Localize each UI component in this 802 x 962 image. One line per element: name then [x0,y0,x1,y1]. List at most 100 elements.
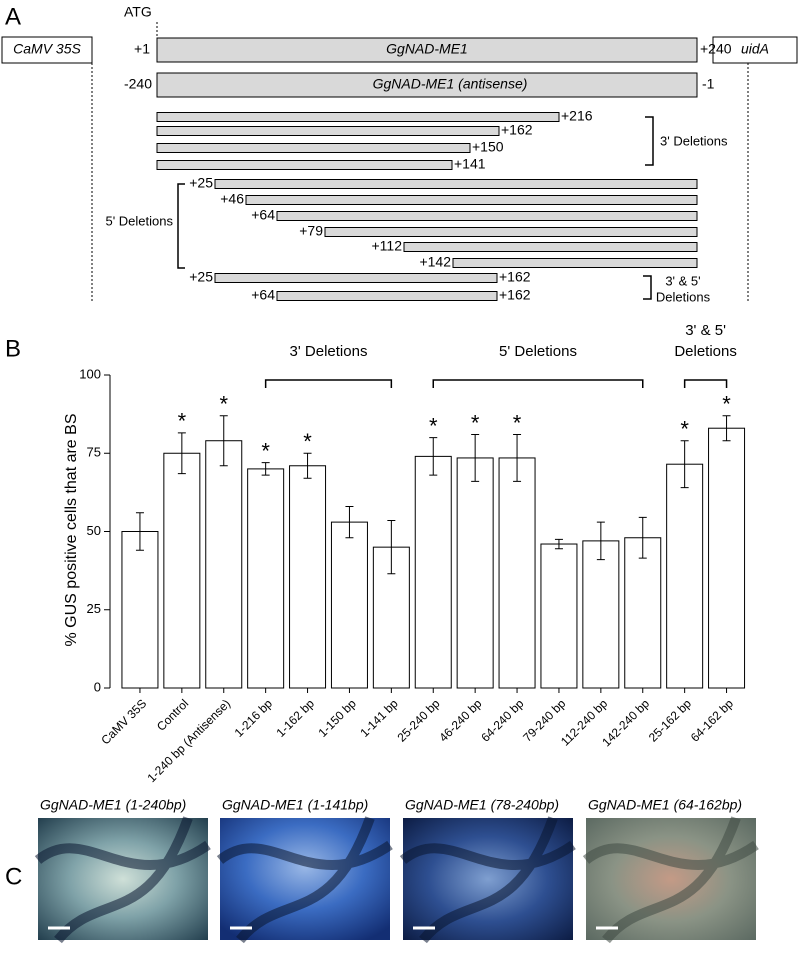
deletion-label: +162 [501,122,533,138]
group-label: Deletions [674,343,737,360]
antisense-label: GgNAD-ME1 (antisense) [373,76,528,92]
y-tick-label: 75 [87,445,101,460]
significance: * [219,392,228,417]
error-bar [429,437,438,476]
micrograph-texture [216,816,393,944]
group-label: 3' Deletions [290,343,368,360]
deletion-bar [156,160,453,170]
deletion-label: +162 [499,269,531,285]
error-bar [554,538,563,550]
bar [414,455,452,689]
x-tick-label: Control [154,696,191,733]
bar [624,537,662,689]
error-bar [471,433,480,482]
bar [666,463,704,689]
bar [121,531,159,689]
deletion-bar [156,143,471,153]
panel-letter: A [5,3,21,30]
antisense-bar [156,72,698,98]
bar [498,457,536,689]
deletion-label: +112 [372,238,403,254]
y-tick-label: 25 [87,601,101,616]
deletion-label: +25 [189,175,213,191]
deletion-label: +142 [419,254,451,270]
gene-label: GgNAD-ME1 [386,41,468,57]
y-tick-label: 0 [94,679,101,694]
deletion-label: +150 [472,139,504,155]
x-tick-label: 1-162 bp [274,696,318,740]
bar [247,468,285,689]
x-tick-label: 1-240 bp (Antisense) [144,696,233,785]
bar [205,440,243,689]
bar [163,452,201,689]
error-bar [596,521,605,561]
group-bracket [264,379,393,388]
x-tick-label: 25-162 bp [646,696,694,744]
image-title: GgNAD-ME1 (78-240bp) [405,797,559,813]
deletion-bar [276,291,498,301]
error-bar [261,462,270,476]
image-title: GgNAD-ME1 (1-141bp) [222,797,368,813]
atg-label: ATG [124,4,152,20]
panel-letter: B [5,335,21,362]
deletion-bar [156,112,560,122]
x-tick-label: 64-162 bp [688,696,736,744]
deletion-label: +64 [251,287,275,303]
micrograph-texture [582,816,759,944]
both-label: Deletions [656,289,711,304]
bar [582,540,620,689]
y-tick-label: 50 [87,523,101,538]
deletion-bar [214,273,498,283]
bar [330,521,368,689]
group-bracket [432,379,644,388]
group-label: 3' & 5' [685,322,726,339]
x-tick-label: CaMV 35S [98,696,149,747]
deletion-label: +216 [561,108,593,124]
significance: * [429,413,438,438]
significance: * [722,392,731,417]
micrograph-texture [399,816,576,944]
antisense-start: -240 [124,76,152,92]
gene-bar [156,37,698,63]
image-title: GgNAD-ME1 (64-162bp) [588,797,742,813]
x-tick-label: 1-141 bp [357,696,401,740]
error-bar [219,415,228,467]
x-tick-label: 25-240 bp [394,696,442,744]
micrograph-texture [34,816,211,944]
error-bar [513,433,522,482]
y-axis-label: % GUS positive cells that are BS [63,414,80,647]
both-label: 3' & 5' [665,273,700,288]
three-prime-label: 3' Deletions [660,133,728,148]
significance: * [261,438,270,463]
deletion-label: +141 [454,156,486,172]
significance: * [471,410,480,435]
bar [456,457,494,689]
error-bar [680,440,689,489]
error-bar [135,512,144,551]
sense-start: +1 [134,41,150,57]
bracket [643,275,652,300]
bar [708,427,746,689]
y-tick-label: 100 [79,366,101,381]
deletion-label: +162 [499,287,531,303]
error-bar [387,520,396,575]
deletion-bar [214,179,698,189]
x-tick-label: 1-150 bp [315,696,359,740]
bracket [177,183,185,269]
panel-letter: C [5,863,22,890]
deletion-bar [324,227,698,237]
significance: * [303,429,312,454]
deletion-bar [452,258,698,268]
five-prime-label: 5' Deletions [105,213,173,228]
error-bar [722,415,731,442]
significance: * [178,409,187,434]
significance: * [680,417,689,442]
group-label: 5' Deletions [499,343,577,360]
x-tick-label: 1-216 bp [232,696,276,740]
sense-end: +240 [700,41,732,57]
bracket [645,116,654,166]
deletion-bar [156,126,500,136]
deletion-bar [245,195,698,205]
bar [289,465,327,689]
